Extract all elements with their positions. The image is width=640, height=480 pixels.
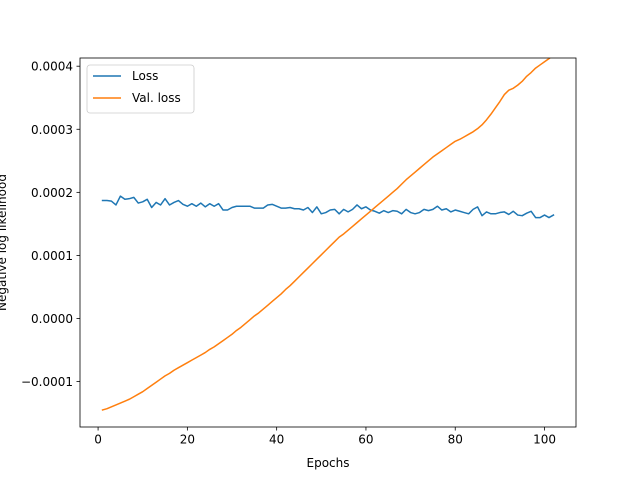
x-tick-label: 20 (180, 433, 195, 447)
x-tick-label: 100 (533, 433, 556, 447)
legend-label-loss: Loss (132, 69, 158, 83)
legend-label-val-loss: Val. loss (132, 91, 181, 105)
series-line-loss (101, 195, 555, 219)
x-axis: 0 20 40 60 80 100 (94, 427, 556, 447)
y-axis: −0.0001 0.0000 0.0001 0.0002 0.0003 0.0004 (21, 60, 80, 389)
y-axis-label: Negative log likelihood (0, 174, 9, 311)
series-line-val-loss (101, 58, 551, 411)
y-tick-label: 0.0003 (31, 123, 73, 137)
y-tick-label: 0.0004 (31, 60, 73, 74)
x-tick-label: 60 (358, 433, 373, 447)
x-tick-label: 0 (94, 433, 102, 447)
y-tick-label: 0.0002 (31, 186, 73, 200)
plot-series (101, 58, 555, 411)
y-tick-label: 0.0001 (31, 249, 73, 263)
x-axis-label: Epochs (307, 456, 350, 470)
x-tick-label: 80 (448, 433, 463, 447)
y-tick-label: −0.0001 (21, 375, 73, 389)
y-tick-label: 0.0000 (31, 312, 73, 326)
legend-box (86, 64, 195, 114)
legend: Loss Val. loss (86, 64, 195, 114)
x-tick-label: 40 (269, 433, 284, 447)
plot-frame (79, 57, 577, 428)
